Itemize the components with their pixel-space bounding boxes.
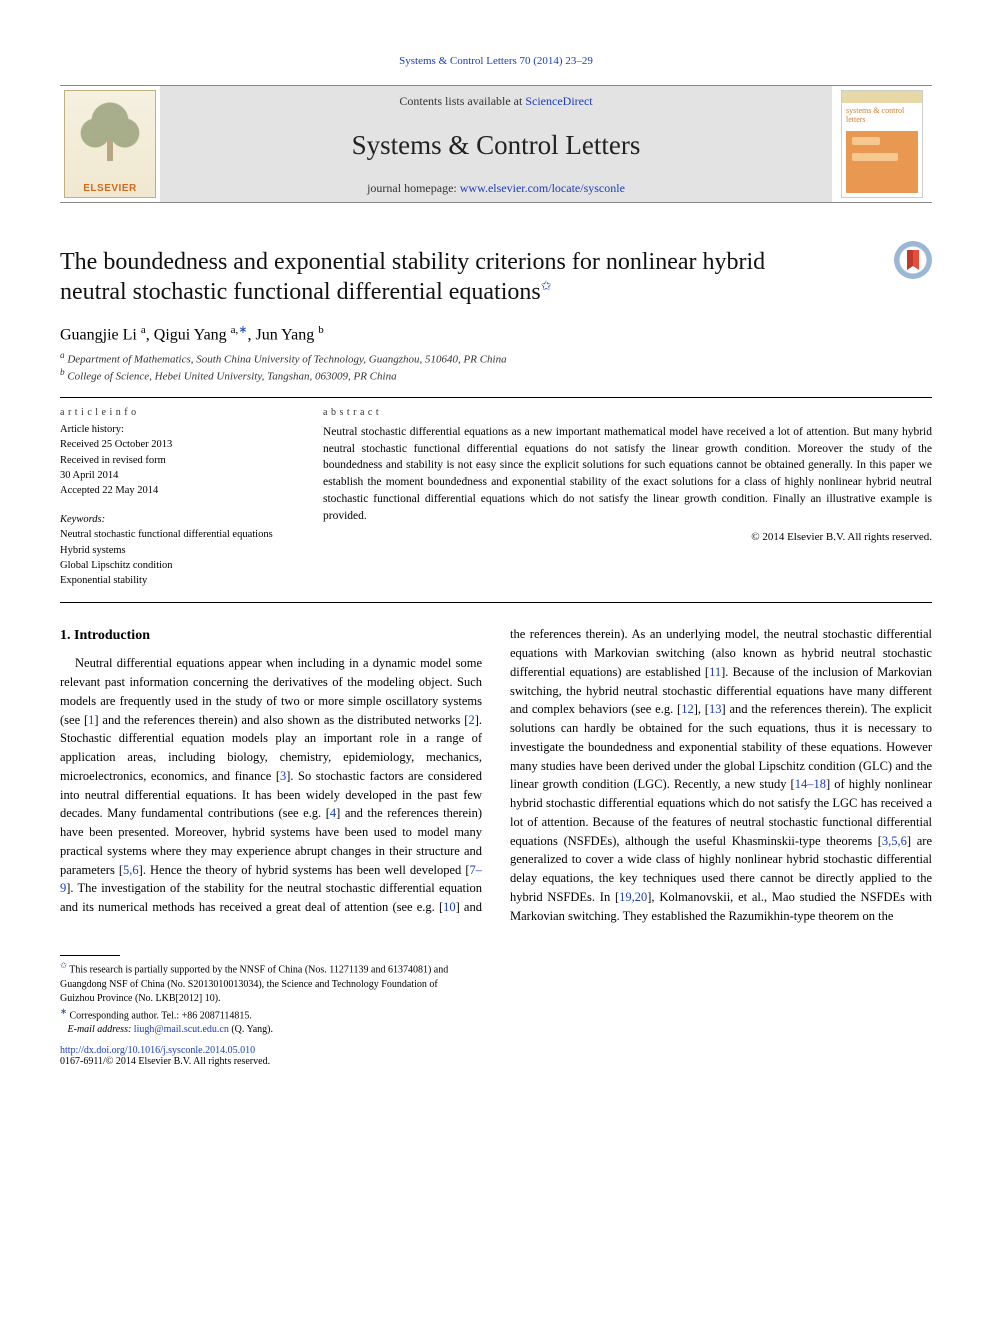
elsevier-logo[interactable]: ELSEVIER (64, 90, 156, 198)
affiliation-line: a Department of Mathematics, South China… (60, 350, 932, 366)
email-suffix: (Q. Yang). (229, 1024, 273, 1035)
elsevier-brand-text: ELSEVIER (83, 183, 136, 197)
citation-ref[interactable]: 19,20 (619, 890, 647, 904)
divider (60, 602, 932, 603)
journal-title: Systems & Control Letters (352, 130, 641, 161)
keyword-item: Hybrid systems (60, 543, 295, 558)
citation-ref[interactable]: 2 (468, 713, 474, 727)
article-info-block: a r t i c l e i n f o Article history:Re… (60, 406, 295, 589)
keywords-heading: Keywords: (60, 512, 295, 527)
doi-block: http://dx.doi.org/10.1016/j.sysconle.201… (60, 1045, 932, 1067)
author-list: Guangjie Li a, Qigui Yang a,∗, Jun Yang … (60, 323, 932, 344)
running-head: Systems & Control Letters 70 (2014) 23–2… (60, 55, 932, 67)
history-line: Article history: (60, 422, 295, 437)
issn-copyright: 0167-6911/© 2014 Elsevier B.V. All right… (60, 1056, 270, 1067)
funding-marker: ✩ (60, 961, 67, 970)
history-line: Received 25 October 2013 (60, 437, 295, 452)
keywords-list: Neutral stochastic functional differenti… (60, 527, 295, 588)
journal-cover-thumbnail[interactable]: systems & control letters (841, 90, 923, 198)
article-info-heading: a r t i c l e i n f o (60, 406, 295, 421)
publisher-logo-cell: ELSEVIER (60, 86, 160, 202)
section-1-paragraph: Neutral differential equations appear wh… (60, 625, 932, 925)
sciencedirect-link[interactable]: ScienceDirect (525, 94, 592, 108)
abstract-text: Neutral stochastic differential equation… (323, 424, 932, 524)
history-line: 30 April 2014 (60, 468, 295, 483)
keyword-item: Exponential stability (60, 573, 295, 588)
crossmark-icon[interactable] (894, 241, 932, 279)
citation-ref[interactable]: 1 (88, 713, 94, 727)
journal-cover-cell: systems & control letters (832, 86, 932, 202)
citation-ref[interactable]: 14–18 (795, 777, 826, 791)
divider (60, 397, 932, 398)
title-footnote-marker[interactable]: ✩ (541, 278, 552, 293)
history-line: Accepted 22 May 2014 (60, 483, 295, 498)
citation-ref[interactable]: 3 (280, 769, 286, 783)
citation-ref[interactable]: 5,6 (123, 863, 139, 877)
bookmark-ribbon-icon (907, 250, 919, 270)
journal-homepage-line: journal homepage: www.elsevier.com/locat… (367, 181, 625, 196)
article-history: Article history:Received 25 October 2013… (60, 422, 295, 498)
citation-ref[interactable]: 12 (681, 702, 694, 716)
doi-link[interactable]: http://dx.doi.org/10.1016/j.sysconle.201… (60, 1045, 255, 1056)
keyword-item: Neutral stochastic functional differenti… (60, 527, 295, 542)
citation-ref[interactable]: 10 (443, 900, 456, 914)
history-line: Received in revised form (60, 453, 295, 468)
masthead-center: Contents lists available at ScienceDirec… (160, 86, 832, 202)
email-footnote: E-mail address: liugh@mail.scut.edu.cn (… (60, 1023, 461, 1037)
footnote-separator (60, 955, 120, 956)
abstract-block: a b s t r a c t Neutral stochastic diffe… (323, 406, 932, 589)
journal-homepage-link[interactable]: www.elsevier.com/locate/sysconle (460, 181, 625, 195)
affiliations: a Department of Mathematics, South China… (60, 350, 932, 382)
keyword-item: Global Lipschitz condition (60, 558, 295, 573)
contents-available-line: Contents lists available at ScienceDirec… (399, 94, 592, 109)
corr-marker: ∗ (60, 1007, 67, 1016)
citation-ref[interactable]: 3,5,6 (882, 834, 907, 848)
corresponding-email-link[interactable]: liugh@mail.scut.edu.cn (134, 1024, 229, 1035)
citation-ref[interactable]: 13 (709, 702, 722, 716)
body-columns: 1. Introduction Neutral differential equ… (60, 625, 932, 925)
funding-text: This research is partially supported by … (60, 965, 448, 1004)
funding-footnote: ✩ This research is partially supported b… (60, 960, 461, 1005)
abstract-copyright: © 2014 Elsevier B.V. All rights reserved… (323, 530, 932, 546)
footnotes: ✩ This research is partially supported b… (60, 955, 461, 1037)
elsevier-tree-icon (73, 97, 147, 177)
citation-ref[interactable]: 4 (330, 806, 336, 820)
article-title: The boundedness and exponential stabilit… (60, 247, 820, 307)
corresponding-author-footnote: ∗ Corresponding author. Tel.: +86 208711… (60, 1006, 461, 1023)
citation-ref[interactable]: 11 (709, 665, 721, 679)
corresponding-text: Corresponding author. Tel.: +86 20871148… (67, 1010, 252, 1021)
homepage-prefix: journal homepage: (367, 181, 460, 195)
abstract-heading: a b s t r a c t (323, 406, 932, 421)
article-title-text: The boundedness and exponential stabilit… (60, 249, 765, 305)
masthead: ELSEVIER Contents lists available at Sci… (60, 85, 932, 203)
email-label: E-mail address: (68, 1024, 134, 1035)
affiliation-line: b College of Science, Hebei United Unive… (60, 367, 932, 383)
contents-prefix: Contents lists available at (399, 94, 525, 108)
cover-journal-title: systems & control letters (846, 107, 918, 125)
section-1-heading: 1. Introduction (60, 625, 482, 646)
